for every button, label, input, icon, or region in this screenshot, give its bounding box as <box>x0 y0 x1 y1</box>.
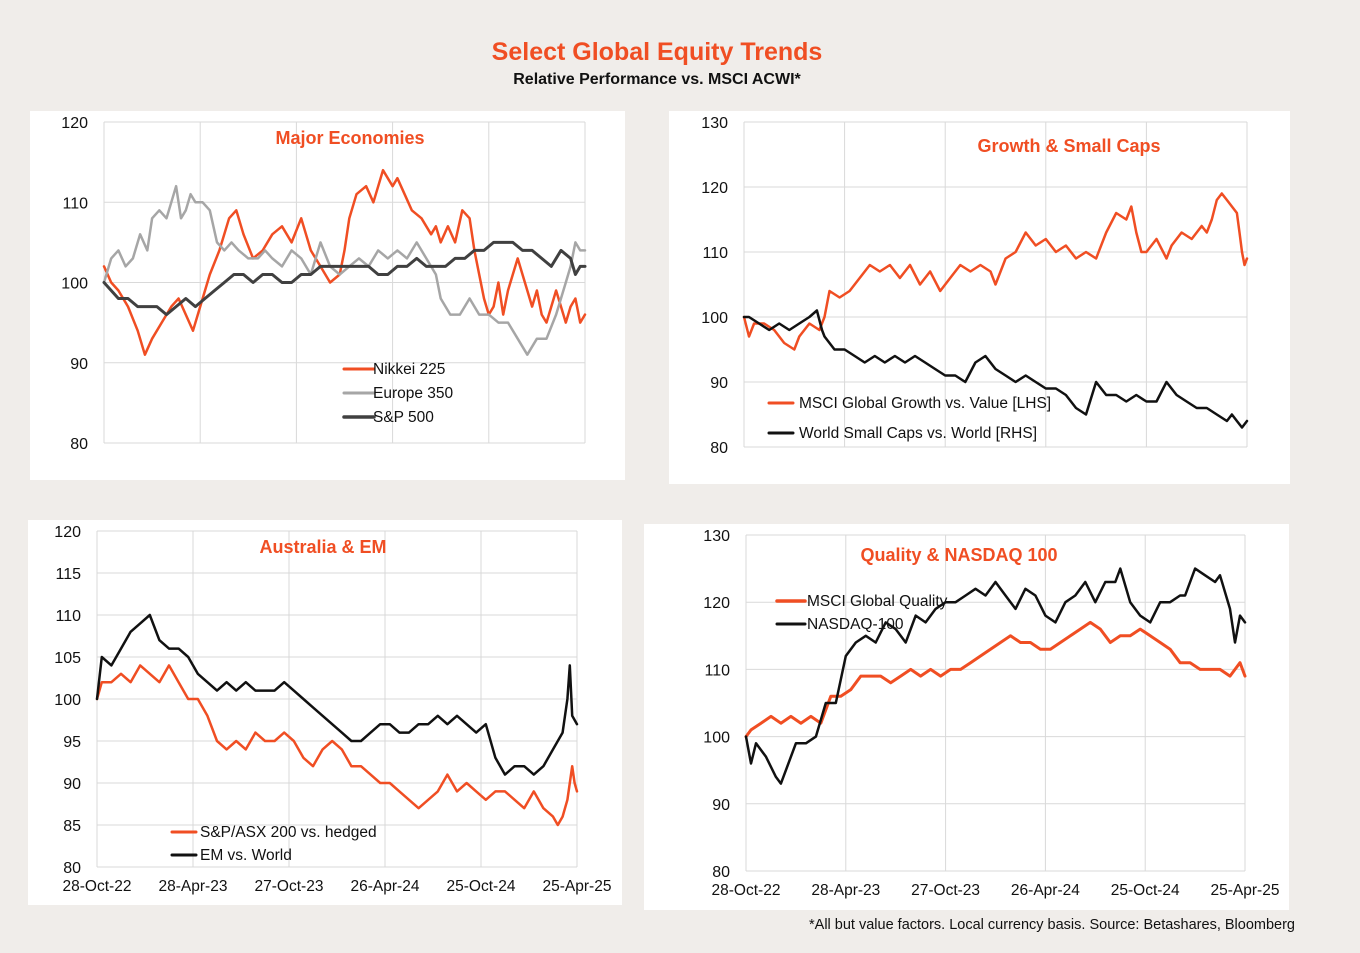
legend-label: MSCI Global Growth vs. Value [LHS] <box>799 395 1051 412</box>
x-tick-label: 28-Oct-22 <box>712 882 781 899</box>
y-tick-label: 130 <box>701 115 728 132</box>
chart-major-economies: 80 90 100 110 120 Major Economies Nikkei 225 Eu… <box>61 115 587 453</box>
legend-label: S&P/ASX 200 vs. hedged <box>200 824 377 841</box>
x-tick-label: 25-Oct-24 <box>1111 882 1180 899</box>
y-tick-label: 110 <box>55 608 81 625</box>
x-tick-label: 28-Oct-22 <box>63 878 132 895</box>
series-line-em-vs-world <box>95 613 579 776</box>
legend-label: World Small Caps vs. World [RHS] <box>799 425 1037 442</box>
x-tick-label: 26-Apr-24 <box>351 878 420 895</box>
legend-label: NASDAQ-100 <box>807 616 904 633</box>
y-tick-label: 80 <box>712 864 730 881</box>
y-tick-label: 80 <box>70 436 88 453</box>
y-tick-label: 120 <box>61 115 88 132</box>
source-footnote: *All but value factors. Local currency b… <box>809 917 1295 933</box>
chart-quality-nasdaq: 80 90 100 110 120 130 28-Oct-22 28-Apr-23 27-Oct… <box>703 528 1280 899</box>
y-tick-label: 90 <box>712 797 730 814</box>
y-tick-label: 115 <box>55 566 81 583</box>
y-tick-label: 105 <box>54 650 81 667</box>
y-tick-label: 80 <box>63 860 81 877</box>
x-tick-label: 26-Apr-24 <box>1011 882 1080 899</box>
legend-label: Europe 350 <box>373 385 454 402</box>
x-tick-label: 25-Apr-25 <box>543 878 612 895</box>
y-tick-label: 80 <box>710 440 728 457</box>
legend-label: EM vs. World <box>200 847 292 864</box>
series-line-nasdaq-100 <box>744 567 1247 785</box>
chart-australia-em: 80 85 90 95 100 105 110 115 120 28-Oct-22 28-Apr-2… <box>54 524 612 895</box>
chart-panel-major-economies: 80 90 100 110 120 Major Economies Nikkei 225 Eu… <box>30 111 625 480</box>
y-tick-label: 110 <box>702 245 728 262</box>
legend-label: MSCI Global Quality <box>807 593 948 610</box>
x-tick-label: 25-Oct-24 <box>447 878 516 895</box>
legend-label: S&P 500 <box>373 409 434 426</box>
chart-growth-small-caps: 80 90 100 110 120 130 Growth & Small Caps MSCI … <box>701 115 1249 457</box>
y-tick-label: 100 <box>54 692 81 709</box>
chart-title: Quality & NASDAQ 100 <box>860 545 1057 565</box>
series-line-msci-global-growth-vs-value-lhs <box>742 192 1249 351</box>
y-tick-label: 85 <box>63 818 81 835</box>
y-tick-label: 90 <box>70 356 88 373</box>
y-tick-label: 100 <box>701 310 728 327</box>
series-line-msci-global-quality <box>744 620 1247 739</box>
y-tick-label: 130 <box>703 528 730 545</box>
legend-label: Nikkei 225 <box>373 361 445 378</box>
y-tick-label: 110 <box>62 195 88 212</box>
y-tick-label: 110 <box>704 662 730 679</box>
y-tick-label: 120 <box>701 180 728 197</box>
chart-panel-australia-em: 80 85 90 95 100 105 110 115 120 28-Oct-22 28-Apr-2… <box>28 520 622 905</box>
x-tick-label: 27-Oct-23 <box>255 878 324 895</box>
series-line-europe-350 <box>102 184 587 356</box>
y-tick-label: 120 <box>703 595 730 612</box>
y-tick-label: 120 <box>54 524 81 541</box>
chart-panel-growth-small-caps: 80 90 100 110 120 130 Growth & Small Caps MSCI … <box>669 111 1290 484</box>
series-line-world-small-caps-vs-world-rhs <box>742 309 1249 429</box>
series-line-s-p-asx-200-vs-hedged <box>95 664 579 827</box>
y-tick-label: 100 <box>703 730 730 747</box>
y-tick-label: 90 <box>63 776 81 793</box>
page-subtitle: Relative Performance vs. MSCI ACWI* <box>513 71 801 88</box>
series-line-s-p-500 <box>102 240 587 317</box>
chart-panel-quality-nasdaq: 80 90 100 110 120 130 28-Oct-22 28-Apr-23 27-Oct… <box>644 524 1289 910</box>
y-tick-label: 95 <box>63 734 81 751</box>
page-title: Select Global Equity Trends <box>491 38 823 66</box>
x-tick-label: 27-Oct-23 <box>911 882 980 899</box>
y-tick-label: 90 <box>710 375 728 392</box>
chart-title: Australia & EM <box>259 537 386 557</box>
x-tick-label: 28-Apr-23 <box>159 878 228 895</box>
x-tick-label: 25-Apr-25 <box>1211 882 1280 899</box>
y-tick-label: 100 <box>61 276 88 293</box>
x-tick-label: 28-Apr-23 <box>811 882 880 899</box>
chart-title: Major Economies <box>275 128 424 148</box>
series-line-nikkei-225 <box>102 168 587 356</box>
chart-title: Growth & Small Caps <box>977 136 1160 156</box>
